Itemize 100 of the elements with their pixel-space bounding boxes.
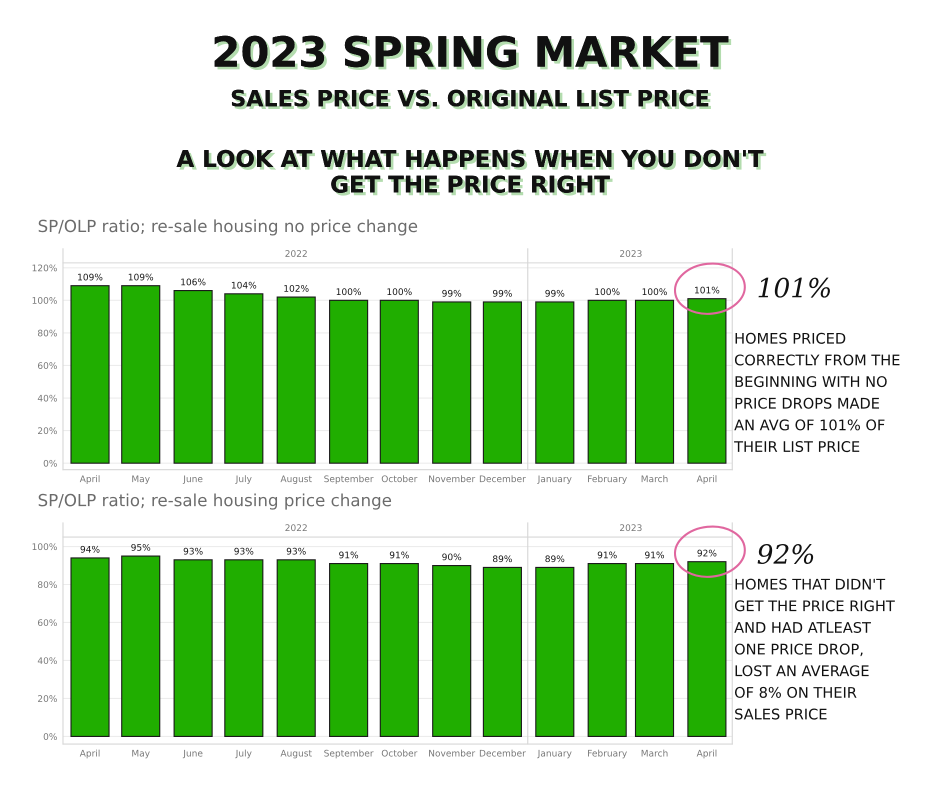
x-tick-label: August xyxy=(280,475,312,484)
bar xyxy=(174,290,213,464)
data-label: 91% xyxy=(390,552,409,558)
y-tick-label: 100% xyxy=(32,297,57,304)
y-tick-label: 40% xyxy=(38,394,57,402)
data-label: 100% xyxy=(642,288,667,296)
bar xyxy=(634,563,674,737)
x-tick-label: July xyxy=(235,750,252,758)
bar xyxy=(70,285,110,464)
bar xyxy=(380,300,419,464)
bar xyxy=(432,301,472,464)
bar xyxy=(329,563,368,737)
y-tick-label: 100% xyxy=(32,543,57,550)
data-label: 91% xyxy=(598,552,617,558)
bar xyxy=(535,566,574,737)
y-tick-label: 80% xyxy=(38,330,57,336)
x-tick-label: February xyxy=(588,475,627,484)
data-label: 99% xyxy=(545,290,564,297)
bar xyxy=(224,559,264,737)
data-label: 99% xyxy=(442,290,462,297)
data-label: 95% xyxy=(131,544,150,551)
bar xyxy=(687,561,726,737)
y-tick-label: 80% xyxy=(38,581,57,588)
data-label: 100% xyxy=(595,288,620,296)
data-label: 100% xyxy=(387,288,412,296)
x-tick-label: July xyxy=(235,475,252,484)
data-label: 91% xyxy=(645,552,664,558)
data-label: 90% xyxy=(442,553,462,560)
data-label: 102% xyxy=(284,285,309,292)
x-tick-label: March xyxy=(642,475,668,482)
data-label: 109% xyxy=(128,274,154,280)
bar xyxy=(329,300,368,464)
chart-title: SP/OLP ratio; re-sale housing price change xyxy=(38,493,392,510)
bar xyxy=(224,293,264,464)
x-tick-label: June xyxy=(182,750,202,758)
x-tick-label: August xyxy=(280,750,312,758)
text: A LOOK AT WHAT HAPPENS WHEN YOU DON'T GET THE PRICE RIGHT xyxy=(176,150,766,196)
text: HOMES PRICED CORRECTLY FROM THE BEGINNING WITH NO PRICE DROPS MADE AN AVG OF 101% OF THEIR LIST PRICE xyxy=(734,332,900,452)
y-tick-label: 60% xyxy=(38,362,57,370)
x-tick-label: October xyxy=(382,475,418,482)
text: SALES PRICE VS. ORIGINAL LIST PRICE xyxy=(232,90,711,110)
x-tick-label: January xyxy=(537,750,572,758)
bar xyxy=(535,301,574,464)
x-tick-label: April xyxy=(696,475,716,484)
bar xyxy=(276,296,316,464)
x2-tick-label: 2022 xyxy=(285,250,307,257)
bar xyxy=(276,559,316,737)
x-tick-label: April xyxy=(80,750,100,758)
data-label: 89% xyxy=(492,555,512,562)
chart-title: SP/OLP ratio; re-sale housing no price change xyxy=(38,219,418,236)
bar xyxy=(380,563,419,737)
x-tick-label: November xyxy=(429,750,476,757)
y-tick-label: 0% xyxy=(44,733,57,740)
data-label: 94% xyxy=(80,546,100,553)
data-label: 92% xyxy=(697,550,716,556)
data-label: 99% xyxy=(492,290,512,297)
text: HOMES THAT DIDN'T GET THE PRICE RIGHT AND HAD ATLEAST ONE PRICE DROP, LOST AN AVERAGE OF 8% ON THEIR SALES PRICE xyxy=(734,578,895,720)
y-tick-label: 40% xyxy=(38,657,57,664)
data-label: 104% xyxy=(232,282,256,289)
x-tick-label: September xyxy=(324,750,374,758)
bar xyxy=(70,557,110,737)
text: 92% xyxy=(758,544,814,564)
bar xyxy=(588,300,627,464)
x2-tick-label: 2022 xyxy=(285,524,307,532)
y-tick-label: 60% xyxy=(38,619,57,626)
x-tick-label: January xyxy=(537,475,572,484)
bar xyxy=(482,566,522,737)
x2-tick-label: 2023 xyxy=(620,524,642,532)
bar xyxy=(121,555,160,737)
x-tick-label: December xyxy=(480,475,526,482)
x-tick-label: March xyxy=(642,750,668,757)
bar xyxy=(174,559,213,737)
data-label: 106% xyxy=(181,278,206,286)
bar xyxy=(432,564,472,737)
x-tick-label: September xyxy=(324,475,374,484)
x-tick-label: December xyxy=(480,750,526,757)
text: 2023 SPRING MARKET xyxy=(214,36,732,70)
data-label: 100% xyxy=(336,288,362,296)
data-label: 109% xyxy=(78,274,102,280)
y-tick-label: 120% xyxy=(32,264,57,272)
x-tick-label: April xyxy=(80,475,100,484)
data-label: 93% xyxy=(286,548,306,555)
y-tick-label: 20% xyxy=(38,427,57,434)
bar xyxy=(687,298,726,464)
bar xyxy=(121,285,160,464)
x-tick-label: May xyxy=(132,475,150,484)
x2-tick-label: 2023 xyxy=(620,250,642,257)
data-label: 93% xyxy=(234,548,254,555)
x-tick-label: June xyxy=(182,475,202,484)
x-tick-label: May xyxy=(132,750,150,758)
bar xyxy=(634,300,674,464)
bar xyxy=(482,301,522,464)
x-tick-label: April xyxy=(696,750,716,758)
y-tick-label: 0% xyxy=(44,460,57,467)
data-label: 93% xyxy=(184,548,203,555)
x-tick-label: November xyxy=(429,475,476,482)
data-label: 91% xyxy=(339,552,358,558)
y-tick-label: 20% xyxy=(38,695,57,702)
data-label: 89% xyxy=(545,555,564,562)
data-label: 101% xyxy=(694,286,720,294)
